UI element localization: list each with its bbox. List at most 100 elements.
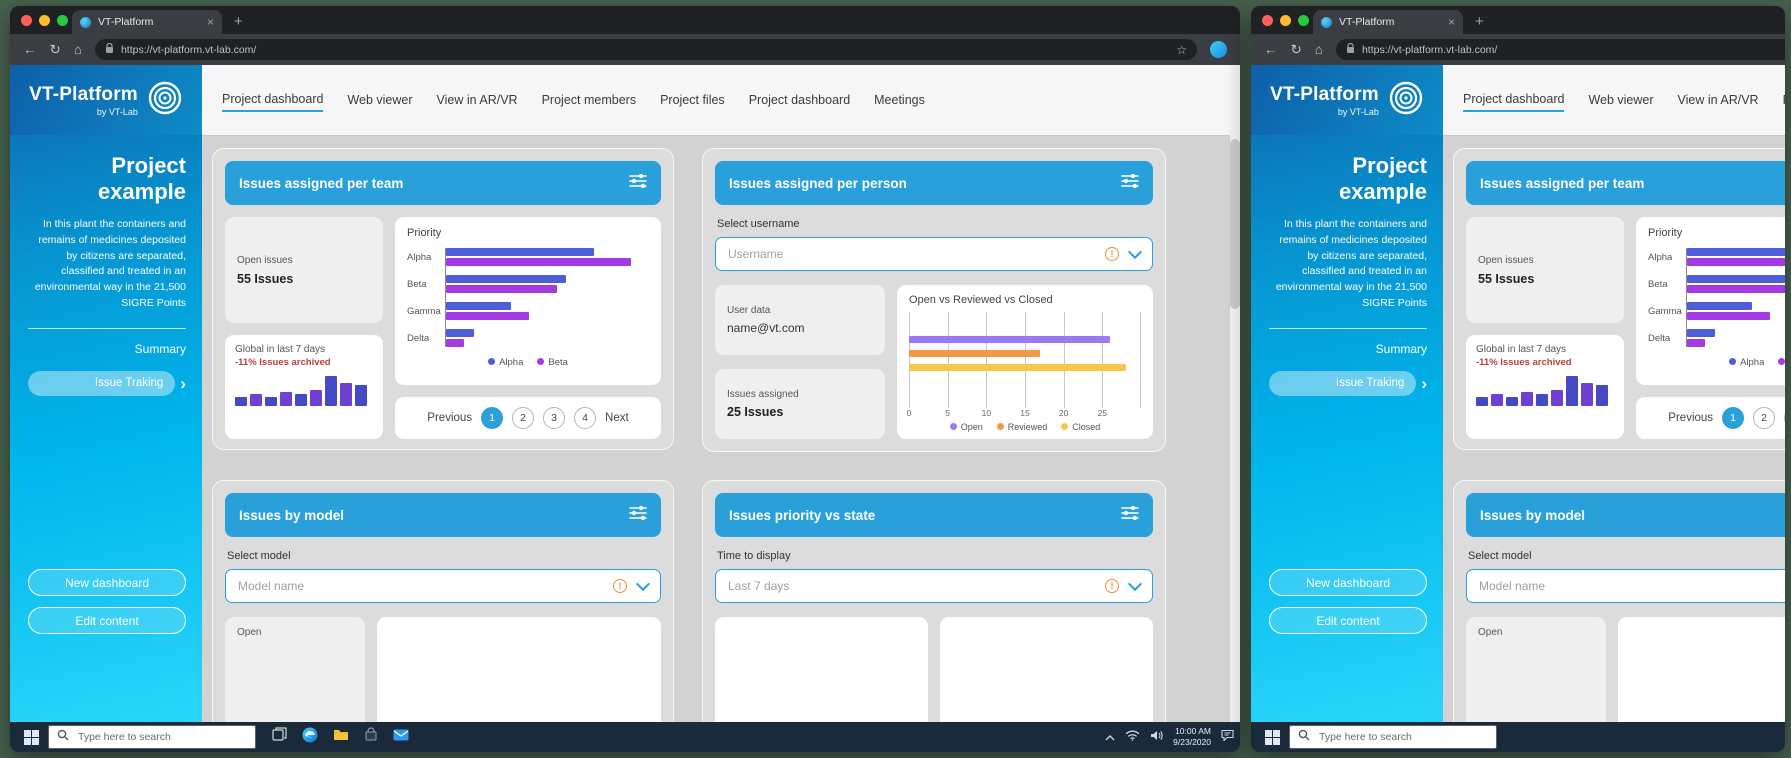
bar-pair — [446, 329, 649, 347]
sidebar-item-summary[interactable]: Summary — [134, 341, 186, 356]
close-window-button[interactable] — [21, 15, 32, 26]
edit-content-button[interactable]: Edit content — [28, 607, 186, 634]
nav-item-project-dashboard-2[interactable]: Project dashboard — [748, 93, 851, 107]
search-input[interactable] — [1317, 730, 1488, 744]
filter-sliders-icon[interactable] — [1121, 173, 1139, 193]
browser-tab-bar: VT-Platform × + — [1251, 6, 1785, 34]
username-select[interactable]: Username ! — [715, 237, 1153, 271]
gridline — [986, 312, 988, 408]
browser-tab[interactable]: VT-Platform × — [1313, 10, 1463, 34]
card-title: Issues assigned per person — [729, 175, 907, 191]
nav-item-project-files[interactable]: Project files — [660, 93, 725, 107]
main-column: Project dashboard Web viewer View in AR/… — [202, 65, 1240, 722]
filter-sliders-icon[interactable] — [629, 505, 647, 525]
edit-content-button[interactable]: Edit content — [1269, 607, 1427, 634]
priority-legend: Alpha Beta — [1648, 357, 1785, 368]
address-bar[interactable]: https://vt-platform.vt-lab.com/ ☆ — [1335, 39, 1785, 60]
page-scrollbar[interactable] — [1230, 65, 1240, 722]
pagination-page-2[interactable]: 2 — [512, 407, 535, 429]
sidebar-item-issue-tracking[interactable]: Issue Traking — [1269, 370, 1417, 396]
home-button[interactable]: ⌂ — [73, 41, 82, 57]
home-button[interactable]: ⌂ — [1314, 41, 1323, 57]
tick-label: 0 — [906, 408, 912, 418]
filter-sliders-icon[interactable] — [1121, 505, 1139, 525]
back-button[interactable]: ← — [1264, 41, 1278, 57]
nav-item-project-dashboard[interactable]: Project dashboard — [222, 88, 324, 112]
pagination-page-3[interactable]: 3 — [543, 407, 566, 429]
pagination-page-1[interactable]: 1 — [1722, 407, 1745, 429]
wifi-icon[interactable] — [1125, 728, 1140, 746]
new-dashboard-button[interactable]: New dashboard — [1269, 569, 1427, 596]
bar-beta-series — [1687, 258, 1785, 266]
reload-button[interactable]: ↻ — [49, 41, 61, 57]
taskbar-search[interactable] — [48, 725, 256, 749]
action-center-icon[interactable] — [1221, 728, 1234, 746]
card-header: Issues assigned per person — [715, 161, 1153, 205]
zoom-window-button[interactable] — [57, 15, 68, 26]
pagination-page-4[interactable]: 4 — [574, 407, 597, 429]
legend-label: Open — [960, 422, 983, 432]
taskbar-search[interactable] — [1289, 725, 1497, 749]
scrollbar-thumb[interactable] — [1230, 139, 1240, 309]
new-dashboard-button[interactable]: New dashboard — [28, 569, 186, 596]
tab-close-icon[interactable]: × — [206, 15, 214, 29]
start-button[interactable] — [1259, 722, 1285, 752]
address-bar[interactable]: https://vt-platform.vt-lab.com/ ☆ — [94, 39, 1197, 60]
mail-icon[interactable] — [393, 728, 409, 746]
tick-label: 15 — [1020, 408, 1030, 418]
pagination-next[interactable]: Next — [605, 412, 629, 424]
card-right-column: Priority Alpha Beta Gamma Delta — [1636, 217, 1785, 439]
sidebar-item-summary[interactable]: Summary — [1375, 341, 1427, 356]
task-view-icon[interactable] — [272, 727, 287, 747]
edge-browser-icon[interactable] — [302, 727, 318, 748]
minimize-window-button[interactable] — [39, 15, 50, 26]
model-select[interactable]: Model name ! — [1466, 569, 1785, 603]
nav-item-web-viewer[interactable]: Web viewer — [347, 93, 413, 107]
logo-rings-icon — [147, 80, 183, 121]
new-tab-button[interactable]: + — [234, 13, 243, 30]
logo-subtitle: by VT-Lab — [1337, 106, 1379, 117]
filter-sliders-icon[interactable] — [629, 173, 647, 193]
nav-item-project-members[interactable]: Project members — [541, 93, 637, 107]
caret-up-icon[interactable] — [1105, 728, 1115, 746]
new-tab-button[interactable]: + — [1475, 13, 1484, 30]
start-button[interactable] — [18, 722, 44, 752]
nav-item-project-members[interactable]: Project members — [1783, 89, 1785, 111]
window-controls — [21, 15, 68, 26]
zoom-window-button[interactable] — [1298, 15, 1309, 26]
reload-button[interactable]: ↻ — [1290, 41, 1302, 57]
category-label: Beta — [1648, 278, 1668, 290]
minimize-window-button[interactable] — [1280, 15, 1291, 26]
profile-avatar[interactable] — [1210, 41, 1227, 58]
sidebar-item-issue-tracking[interactable]: Issue Traking — [28, 370, 176, 396]
legend-label: Alpha — [499, 357, 524, 368]
vt-platform-logo: VT-Platform by VT-Lab — [10, 65, 202, 135]
time-select[interactable]: Last 7 days ! — [715, 569, 1153, 603]
pagination-page-3[interactable]: 3 — [1784, 407, 1785, 429]
pagination-page-2[interactable]: 2 — [1753, 407, 1776, 429]
nav-item-view-in-ar-vr[interactable]: View in AR/VR — [436, 93, 518, 107]
card-issues-by-model: Issues by model Select model Model name … — [212, 480, 674, 722]
project-title: Project example — [97, 153, 186, 204]
taskbar-clock[interactable]: 10:00 AM 9/23/2020 — [1173, 726, 1211, 747]
search-input[interactable] — [76, 730, 247, 744]
back-button[interactable]: ← — [23, 41, 37, 57]
bookmark-star-icon[interactable]: ☆ — [1176, 42, 1187, 57]
chevron-down-icon — [1127, 576, 1143, 591]
close-window-button[interactable] — [1262, 15, 1273, 26]
nav-item-project-dashboard[interactable]: Project dashboard — [1463, 88, 1565, 112]
store-icon[interactable] — [364, 727, 378, 747]
file-explorer-icon[interactable] — [333, 728, 349, 746]
browser-tab[interactable]: VT-Platform × — [72, 10, 222, 34]
tab-close-icon[interactable]: × — [1447, 15, 1455, 29]
nav-item-meetings[interactable]: Meetings — [874, 93, 925, 107]
pagination-page-1[interactable]: 1 — [481, 407, 504, 429]
nav-item-web-viewer[interactable]: Web viewer — [1588, 93, 1654, 107]
nav-item-view-in-ar-vr[interactable]: View in AR/VR — [1677, 93, 1759, 107]
category-label: Alpha — [1648, 251, 1673, 263]
pagination-previous[interactable]: Previous — [1668, 412, 1714, 424]
pagination-previous[interactable]: Previous — [427, 412, 473, 424]
system-tray: 10:00 AM 9/23/2020 — [1105, 722, 1234, 752]
model-select[interactable]: Model name ! — [225, 569, 661, 603]
volume-icon[interactable] — [1150, 728, 1163, 746]
